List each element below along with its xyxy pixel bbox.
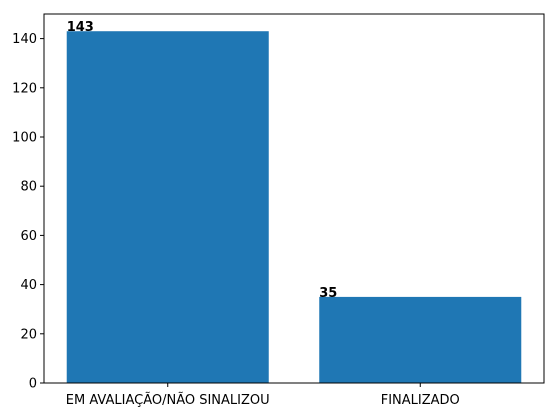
y-tick-label-5: 100 (12, 131, 37, 146)
data-label-1: 35 (319, 286, 337, 301)
x-axis: EM AVALIAÇÃO/NÃO SINALIZOU FINALIZADO (66, 383, 460, 408)
y-tick-label-6: 120 (12, 81, 37, 96)
plot-frame (43, 13, 545, 384)
x-tick-label-1: FINALIZADO (381, 393, 460, 408)
data-label-0: 143 (67, 20, 94, 35)
data-labels-group: 143 35 (67, 20, 338, 301)
y-axis: 0 20 40 60 80 100 120 140 (12, 32, 44, 392)
bar-0 (66, 31, 269, 383)
y-tick-label-3: 60 (20, 229, 37, 244)
y-tick-label-7: 140 (12, 32, 37, 47)
y-tick-label-2: 40 (20, 278, 37, 293)
y-tick-label-1: 20 (20, 327, 37, 342)
bars-group (66, 31, 522, 383)
x-tick-label-0: EM AVALIAÇÃO/NÃO SINALIZOU (66, 392, 270, 408)
y-tick-label-0: 0 (29, 377, 37, 392)
y-tick-label-4: 80 (20, 180, 37, 195)
bar-1 (319, 296, 522, 383)
